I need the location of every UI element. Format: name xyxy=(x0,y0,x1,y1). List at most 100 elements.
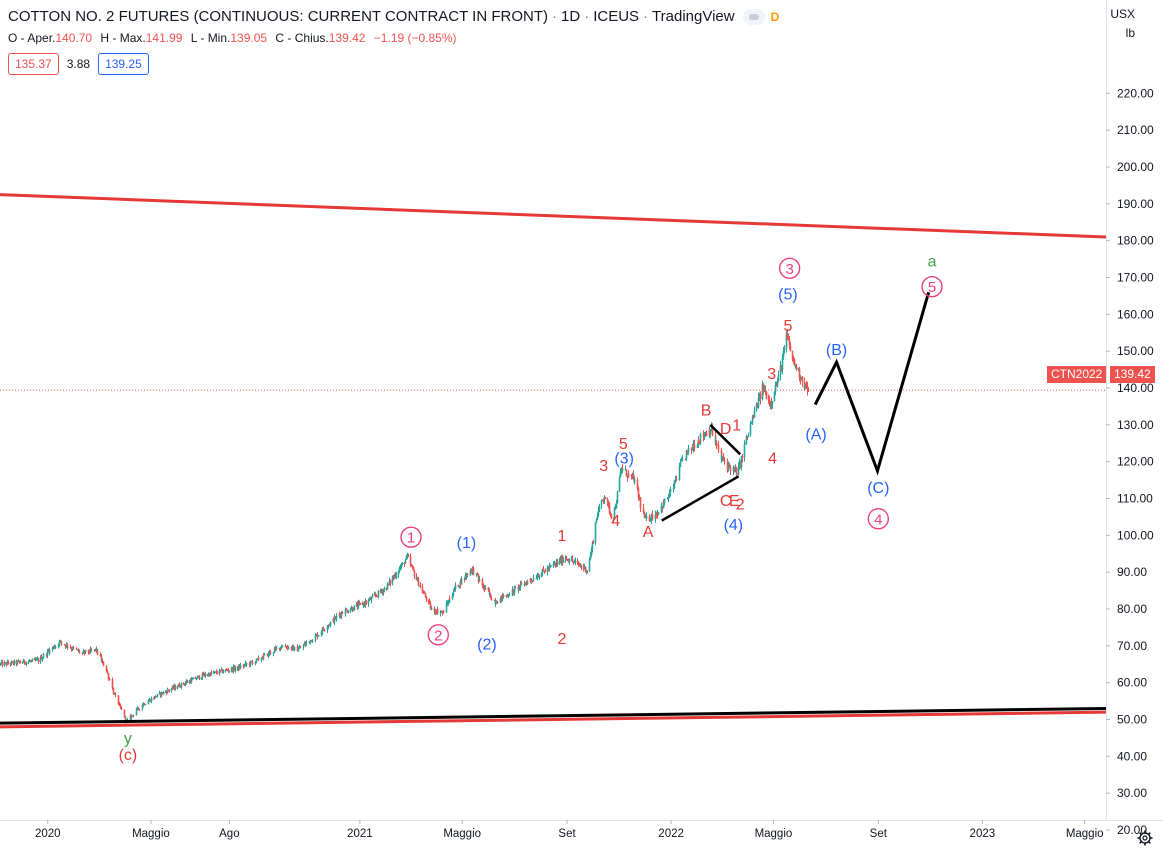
wave-label: 2 xyxy=(558,631,567,648)
y-tick-label: 90.00 xyxy=(1117,565,1147,579)
y-tick-label: 200.00 xyxy=(1117,160,1154,174)
y-tick-label: 50.00 xyxy=(1117,713,1147,727)
last-price-tag: 139.42 xyxy=(1110,366,1155,383)
symbol-price-tag: CTN2022 xyxy=(1047,366,1107,383)
black-channel-line xyxy=(0,706,1106,725)
price-axis[interactable]: 220.00 210.00 200.00 190.00 180.00 170.00 160.… xyxy=(1106,0,1163,856)
source-label: TradingView xyxy=(652,8,735,25)
y-tick-label: 120.00 xyxy=(1117,455,1154,469)
close-label: C - Chius. xyxy=(275,31,329,45)
time-axis[interactable]: 2020 Maggio Ago 2021 Maggio Set 2022 Maggio Set 2… xyxy=(0,820,1163,840)
x-tick-label: 2022 xyxy=(658,828,684,840)
chart-header: COTTON NO. 2 FUTURES (CONTINUOUS: CURREN… xyxy=(8,8,780,26)
low-label: L - Min. xyxy=(190,31,231,45)
wave-circle xyxy=(427,624,450,646)
y-tick-label: 210.00 xyxy=(1117,123,1154,137)
close-value: 139.42 xyxy=(328,31,366,45)
wave-label: 1 xyxy=(732,417,741,434)
wave-label: E xyxy=(729,493,740,510)
delayed-badge: D xyxy=(770,10,780,25)
triangle-line xyxy=(709,423,742,456)
y-tick-label: 70.00 xyxy=(1117,639,1147,653)
red-channel-line xyxy=(0,710,1106,729)
spread-value: 3.88 xyxy=(66,57,91,71)
wave-label: (2) xyxy=(477,636,497,653)
wave-label: y xyxy=(124,730,132,747)
y-tick-label: 160.00 xyxy=(1117,307,1154,321)
wave-circle xyxy=(921,276,943,298)
wave-label: 3 xyxy=(767,366,776,383)
high-value: 141.99 xyxy=(145,31,183,45)
y-tick-label: 180.00 xyxy=(1117,234,1154,248)
open-label: O - Aper. xyxy=(8,31,56,45)
triangle-line xyxy=(661,475,740,522)
y-tick-label: 170.00 xyxy=(1117,271,1154,285)
candles xyxy=(0,328,810,724)
x-tick-label: 2020 xyxy=(35,828,61,840)
x-tick-label: Maggio xyxy=(755,828,793,840)
x-tick-label: Maggio xyxy=(132,828,170,840)
open-value: 140.70 xyxy=(55,31,93,45)
wave-label: (A) xyxy=(805,427,826,444)
wave-label: a xyxy=(928,253,937,270)
wave-label: 3 xyxy=(785,261,793,278)
wave-label: A xyxy=(643,524,654,541)
y-tick-label: 130.00 xyxy=(1117,418,1154,432)
currency-label[interactable]: USX xyxy=(1110,7,1135,21)
x-tick-label: Maggio xyxy=(443,828,481,840)
x-tick-label: Set xyxy=(870,828,888,840)
unit-label[interactable]: lb xyxy=(1125,26,1135,40)
wave-label: 4 xyxy=(611,513,620,530)
wave-label: 5 xyxy=(783,318,792,335)
low-value: 139.05 xyxy=(230,31,268,45)
wave-label: D xyxy=(720,421,732,438)
y-tick-label: 140.00 xyxy=(1117,381,1154,395)
wave-circle xyxy=(400,526,422,548)
wave-circle xyxy=(867,508,890,530)
sell-price-button[interactable]: 135.37 xyxy=(8,53,59,75)
x-tick-label: Ago xyxy=(219,828,239,840)
wave-label: (3) xyxy=(614,450,634,467)
y-tick-label: 30.00 xyxy=(1117,786,1147,800)
y-tick-label: 110.00 xyxy=(1117,492,1153,506)
buy-price-button[interactable]: 139.25 xyxy=(98,53,149,75)
spread-widget: 135.37 3.88 139.25 xyxy=(8,53,149,75)
wave-label: 1 xyxy=(407,530,415,547)
exchange-label: ICEUS xyxy=(593,8,640,25)
x-tick-label: Set xyxy=(558,828,576,840)
wave-label: 4 xyxy=(768,450,777,467)
change-value: −1.19 (−0.85%) xyxy=(373,31,457,45)
y-tick-label: 100.00 xyxy=(1117,528,1154,542)
y-tick-label: 190.00 xyxy=(1117,197,1154,211)
y-tick-label: 220.00 xyxy=(1117,86,1154,100)
wave-label: (4) xyxy=(724,517,744,534)
price-axis-bg xyxy=(1106,0,1163,856)
wave-label: 2 xyxy=(736,497,745,514)
wave-label: (5) xyxy=(778,287,798,304)
symbol-title[interactable]: COTTON NO. 2 FUTURES (CONTINUOUS: CURREN… xyxy=(8,8,548,25)
high-label: H - Max. xyxy=(100,31,146,45)
toggle-icon[interactable] xyxy=(742,9,765,26)
wave-label: 5 xyxy=(928,279,936,296)
y-tick-label: 40.00 xyxy=(1117,749,1147,763)
wave-label: 2 xyxy=(434,627,442,644)
trend-lines xyxy=(0,193,1106,729)
y-tick-label: 80.00 xyxy=(1117,602,1147,616)
wave-label: 4 xyxy=(874,511,882,528)
x-tick-label: Maggio xyxy=(1066,828,1104,840)
wave-label: 1 xyxy=(558,528,567,545)
projection-path xyxy=(813,291,931,476)
wave-label: B xyxy=(701,403,712,420)
wave-circle xyxy=(778,257,801,279)
wave-label: (B) xyxy=(826,342,847,359)
wave-label: (1) xyxy=(457,535,477,552)
x-tick-label: 2023 xyxy=(970,828,996,840)
wave-labels: 1 2 3 4 5 (1) (2) (3) (4) (5) (A) (B) (C) 1 2 3 4 5 A B C D E 1… xyxy=(119,253,943,764)
y-tick-label: 60.00 xyxy=(1117,676,1147,690)
ohlc-legend: O - Aper.140.70 H - Max.141.99 L - Min.1… xyxy=(8,31,462,45)
interval-label[interactable]: 1D xyxy=(561,8,581,25)
x-tick-label: 2021 xyxy=(347,828,373,840)
wave-label: C xyxy=(720,493,732,510)
gear-icon[interactable] xyxy=(1137,830,1153,846)
